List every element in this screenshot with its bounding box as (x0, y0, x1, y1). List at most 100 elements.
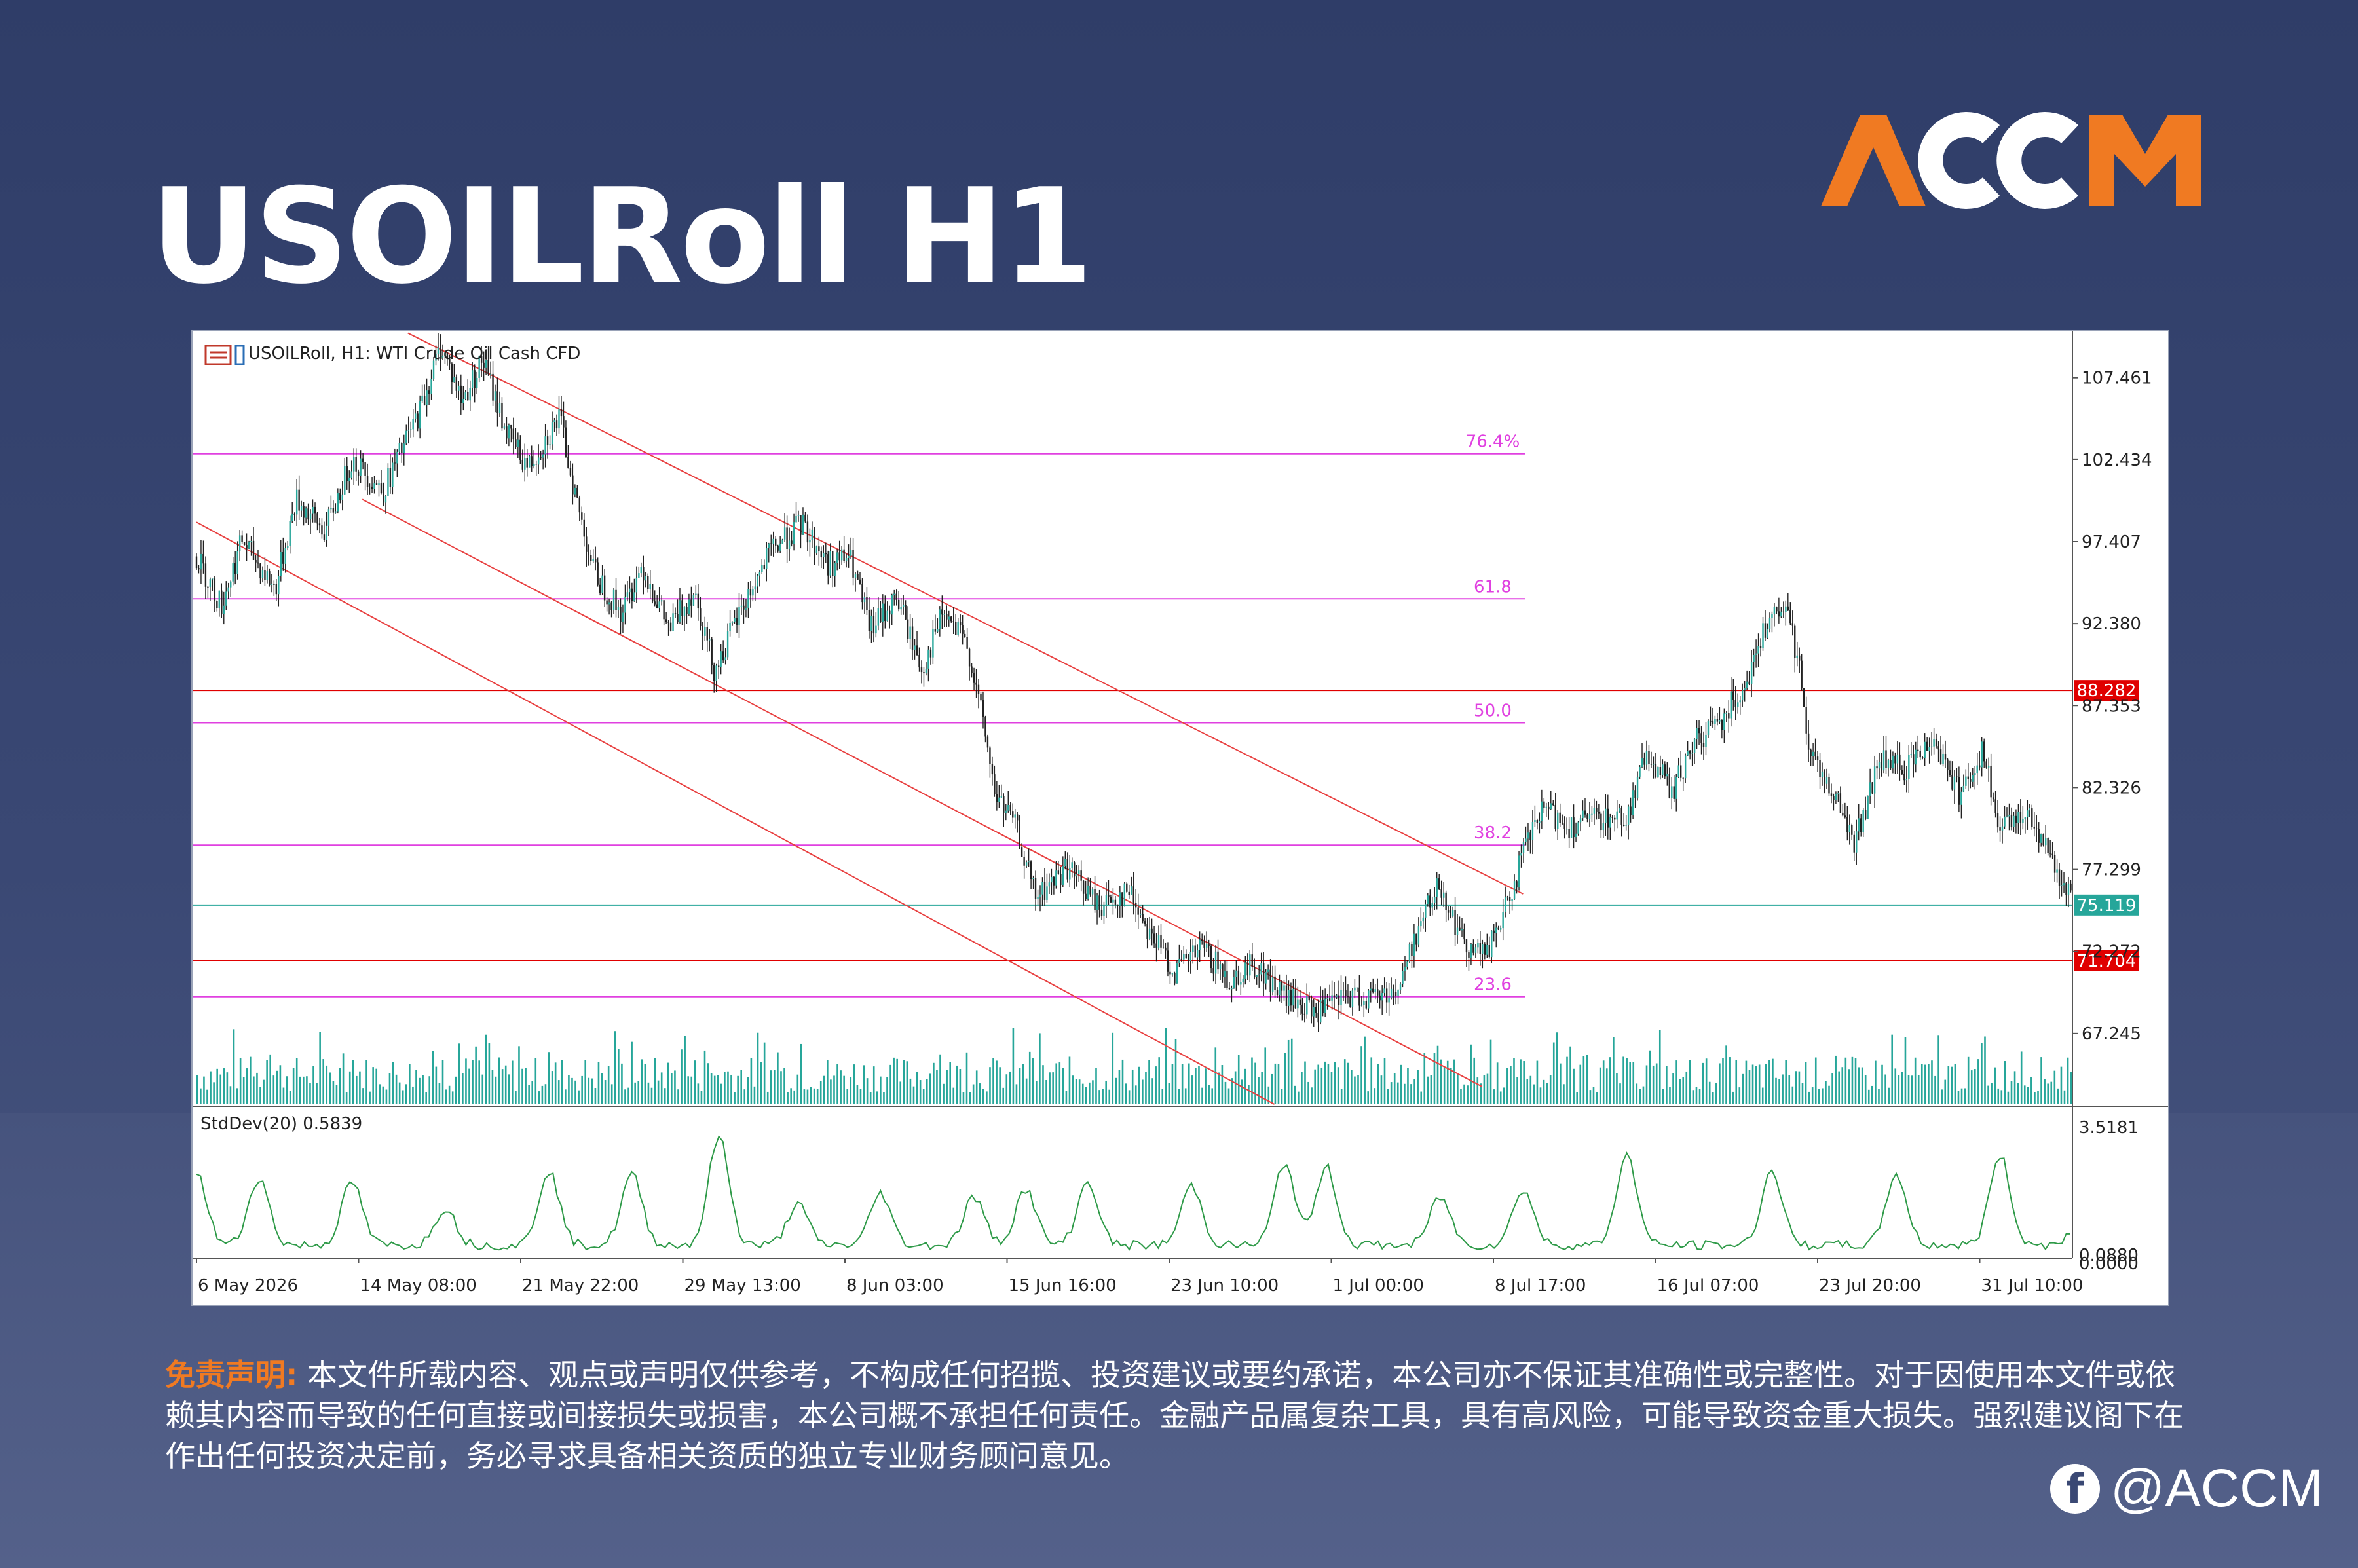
y-tick-label: 77.299 (2082, 861, 2141, 880)
volume-bar (1705, 1058, 1708, 1104)
volume-bar (694, 1060, 696, 1104)
price-candle-body (1251, 954, 1253, 967)
price-candle-body (1536, 820, 1539, 823)
price-candle-body (1360, 1005, 1363, 1006)
volume-bar (1178, 1089, 1180, 1104)
price-candle-body (241, 535, 243, 542)
price-candle-body (337, 493, 339, 512)
price-candle-body (754, 586, 757, 590)
volume-bar (1360, 1046, 1362, 1104)
price-candle-body (1698, 728, 1700, 734)
price-candle-body (1636, 776, 1639, 798)
volume-bar (621, 1063, 623, 1104)
price-candle-body (2056, 869, 2058, 873)
volume-bar (1277, 1064, 1280, 1104)
price-candle-body (1947, 759, 1949, 770)
volume-bar (1075, 1079, 1077, 1104)
volume-bar (697, 1083, 700, 1104)
price-candle-body (1402, 971, 1404, 984)
volume-bar (1712, 1092, 1714, 1104)
volume-bar (216, 1068, 218, 1104)
price-candle-body (946, 614, 948, 620)
price-candle-body (1924, 741, 1926, 758)
price-candle-body (389, 468, 392, 487)
price-candle-body (1844, 815, 1846, 817)
price-candle-body (920, 667, 923, 673)
price-candle-body (1486, 944, 1488, 955)
volume-bar (1258, 1077, 1260, 1104)
price-candle-body (1262, 963, 1265, 984)
price-candle-body (1077, 870, 1080, 874)
x-tick-label: 23 Jul 20:00 (1819, 1276, 1921, 1296)
price-candle-body (594, 559, 597, 563)
price-candle-body (569, 468, 572, 476)
price-candle-body (850, 550, 852, 556)
price-candle-body (724, 657, 726, 661)
volume-bar (833, 1075, 835, 1104)
price-candle-body (652, 584, 654, 602)
price-candle-body (1491, 930, 1493, 958)
price-candle-body (350, 471, 352, 478)
volume-bar (1582, 1056, 1585, 1104)
price-candle-body (252, 540, 255, 560)
price-candle-body (1778, 611, 1780, 617)
price-candle-body (1474, 947, 1477, 953)
price-candle-body (2027, 810, 2029, 818)
price-candle-body (1830, 793, 1833, 796)
price-candle-body (1673, 786, 1675, 799)
price-chart[interactable]: 76.4% 61.8 50.0 38.2 23.6 88.282 75.119 71.704… (193, 331, 2168, 1305)
price-candle-body (1194, 945, 1196, 958)
price-candle-body (1477, 943, 1479, 948)
volume-bar (1566, 1056, 1568, 1104)
volume-bar (1025, 1078, 1028, 1104)
volume-bar (441, 1060, 444, 1104)
chart-window-icon (204, 345, 245, 365)
price-candle-body (1231, 988, 1233, 990)
price-candle-body (1281, 981, 1283, 991)
volume-bar (236, 1088, 238, 1104)
price-candle-body (1939, 749, 1942, 764)
volume-bar (1231, 1078, 1233, 1104)
volume-bar (2017, 1083, 2019, 1104)
price-candle-body (852, 550, 854, 578)
volume-bar (856, 1085, 859, 1104)
volume-bar (561, 1060, 563, 1104)
volume-bar (1387, 1089, 1389, 1104)
price-candle-body (1354, 987, 1356, 991)
price-candle-body (1734, 700, 1736, 707)
price-candle-body (1007, 805, 1009, 811)
social-link[interactable]: f @ACCM (2050, 1459, 2323, 1518)
price-candle-body (364, 462, 366, 476)
price-candle-body (357, 471, 360, 476)
price-candle-body (891, 595, 893, 615)
price-candle-body (615, 589, 617, 610)
price-candle-body (1034, 878, 1037, 899)
price-candle-body (740, 605, 743, 607)
price-candle-body (984, 717, 986, 737)
social-handle: @ACCM (2110, 1459, 2323, 1518)
volume-bar (800, 1043, 802, 1104)
volume-bar (388, 1073, 391, 1104)
price-candle-body (1470, 944, 1472, 958)
price-candle-body (843, 549, 845, 561)
price-candle-body (1534, 820, 1536, 822)
volume-bar (263, 1079, 265, 1104)
price-candle-body (1014, 814, 1016, 818)
price-candle-body (1465, 939, 1468, 953)
price-candle-body (1114, 899, 1117, 905)
price-candle-body (1383, 988, 1385, 994)
price-candle-body (1074, 862, 1076, 877)
volume-bar (1022, 1064, 1024, 1104)
volume-bar (1689, 1060, 1691, 1104)
volume-bar (1814, 1057, 1817, 1104)
price-candle-body (1714, 719, 1716, 724)
fib-level-label: 61.8 (1474, 577, 1512, 597)
volume-bar (859, 1089, 862, 1104)
price-candle-body (1965, 776, 1967, 786)
volume-bar (1433, 1053, 1436, 1104)
price-candle-body (383, 493, 384, 503)
price-candle-body (590, 555, 592, 561)
price-candle-body (1967, 776, 1970, 779)
price-candle-body (515, 439, 517, 447)
volume-bar (1529, 1075, 1532, 1104)
